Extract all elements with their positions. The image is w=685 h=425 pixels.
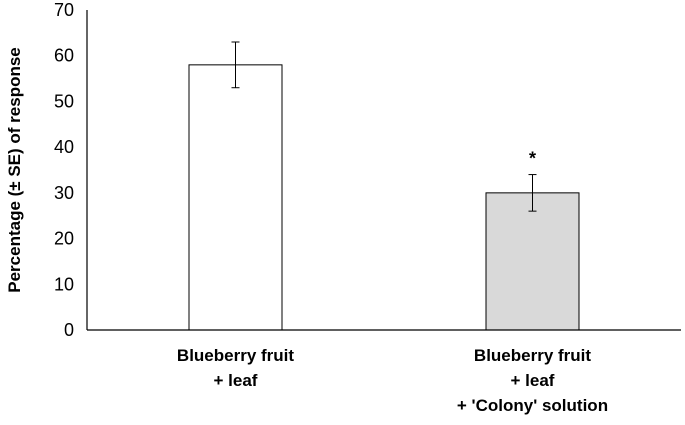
y-tick-label: 30 bbox=[54, 183, 74, 203]
y-axis-title: Percentage (± SE) of response bbox=[5, 47, 24, 293]
annotations: * bbox=[529, 149, 536, 169]
significance-marker: * bbox=[529, 149, 536, 169]
error-bars bbox=[231, 41, 537, 212]
y-tick-label: 70 bbox=[54, 0, 74, 20]
y-tick-label: 20 bbox=[54, 229, 74, 249]
y-axis-ticks: 0 10 20 30 40 50 60 70 bbox=[54, 0, 74, 340]
category-labels: Blueberry fruit + leaf Blueberry fruit + le… bbox=[177, 346, 608, 415]
category-label-line: + leaf bbox=[214, 371, 258, 390]
category-label: Blueberry fruit + leaf bbox=[177, 346, 294, 390]
bar bbox=[188, 64, 283, 331]
category-label-line: Blueberry fruit bbox=[177, 346, 294, 365]
y-tick-label: 0 bbox=[64, 320, 74, 340]
y-tick-label: 50 bbox=[54, 91, 74, 111]
y-tick-label: 40 bbox=[54, 137, 74, 157]
category-label: Blueberry fruit + leaf + 'Colony' solution bbox=[457, 346, 608, 415]
error-bar bbox=[528, 174, 537, 212]
category-label-line: + leaf bbox=[511, 371, 555, 390]
y-tick-label: 10 bbox=[54, 274, 74, 294]
category-label-line: Blueberry fruit bbox=[474, 346, 591, 365]
error-bar bbox=[231, 41, 240, 89]
bar bbox=[485, 192, 580, 331]
axes bbox=[86, 10, 681, 331]
y-tick-label: 60 bbox=[54, 46, 74, 66]
bars bbox=[188, 64, 580, 331]
category-label-line: + 'Colony' solution bbox=[457, 396, 608, 415]
